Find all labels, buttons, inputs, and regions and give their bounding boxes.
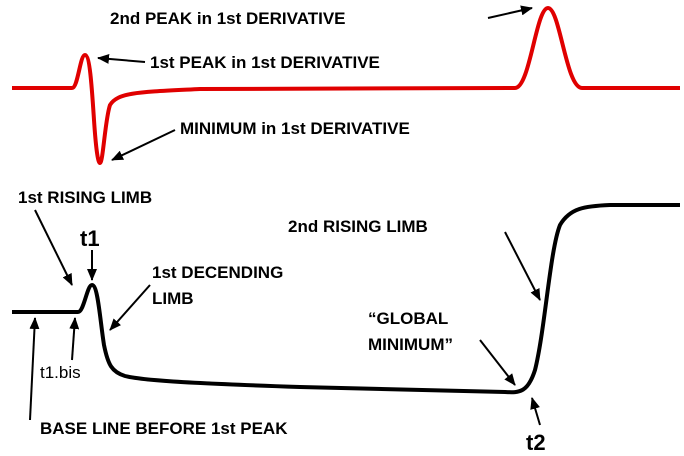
label: LIMB [152, 289, 194, 308]
derivative-curve [12, 5, 680, 166]
arrow [109, 284, 151, 331]
arrow [504, 231, 541, 301]
arrow [29, 317, 40, 421]
arrow [530, 397, 541, 426]
label: 1st PEAK in 1st DERIVATIVE [150, 53, 380, 72]
label: 1st RISING LIMB [18, 188, 152, 207]
label: 2nd PEAK in 1st DERIVATIVE [110, 9, 346, 28]
label: t1.bis [40, 363, 81, 382]
arrow [479, 339, 516, 386]
arrow [34, 209, 73, 286]
label: “GLOBAL [368, 309, 448, 328]
label: t1 [80, 226, 100, 251]
arrow [69, 317, 80, 361]
main-curve [12, 203, 680, 395]
label: 2nd RISING LIMB [288, 217, 428, 236]
arrow [487, 5, 533, 19]
label: t2 [526, 430, 546, 455]
label: BASE LINE BEFORE 1st PEAK [40, 419, 288, 438]
arrow [97, 53, 146, 64]
label: MINIMUM in 1st DERIVATIVE [180, 119, 410, 138]
label: 1st DECENDING [152, 263, 283, 282]
arrow [111, 129, 176, 161]
label: MINIMUM” [368, 335, 453, 354]
